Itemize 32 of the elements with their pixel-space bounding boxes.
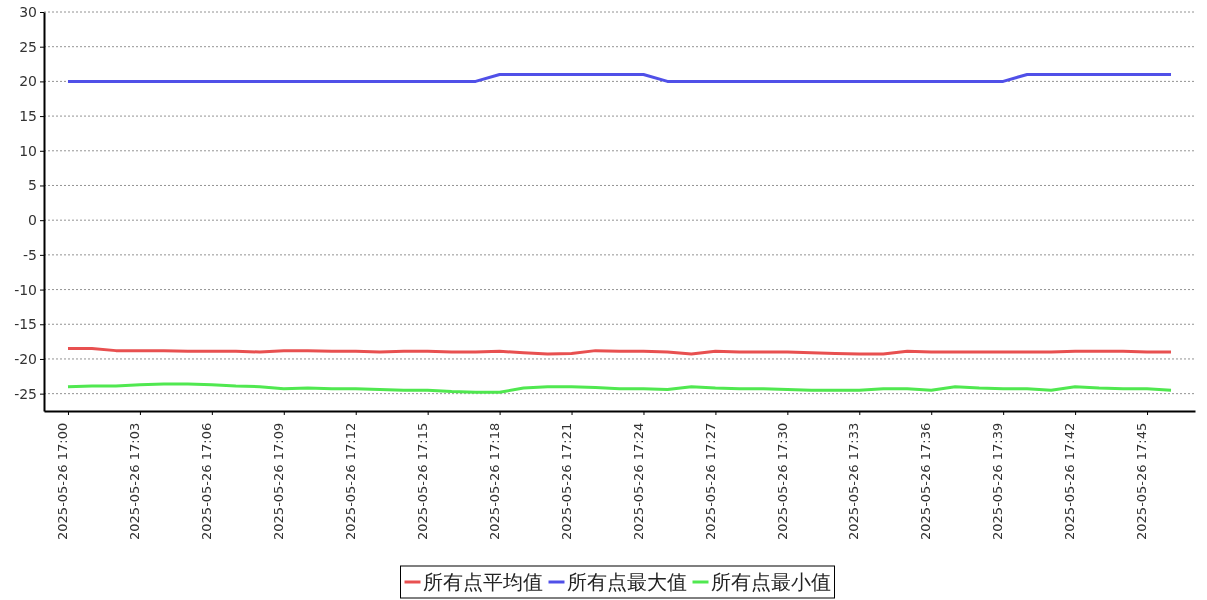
y-tick-label: 30: [19, 3, 37, 20]
x-tick-label: 2025-05-26 17:27: [702, 422, 718, 540]
x-tick-label: 2025-05-26 17:39: [990, 422, 1006, 540]
x-tick-label: 2025-05-26 17:06: [199, 422, 215, 540]
legend-label: 所有点最大值: [566, 570, 687, 594]
x-tick-label: 2025-05-26 17:09: [270, 422, 286, 540]
y-tick-label: -10: [14, 281, 37, 298]
y-tick-label: 20: [19, 73, 37, 90]
y-tick-label: -5: [23, 246, 37, 263]
x-tick-label: 2025-05-26 17:45: [1134, 422, 1150, 540]
legend-label: 所有点最小值: [710, 570, 831, 594]
y-tick-label: 5: [28, 177, 37, 194]
x-tick-label: 2025-05-26 17:03: [127, 422, 143, 540]
x-tick-label: 2025-05-26 17:00: [55, 422, 71, 540]
y-tick-label: -25: [14, 385, 37, 402]
x-tick-label: 2025-05-26 17:15: [414, 422, 430, 540]
x-tick-label: 2025-05-26 17:24: [630, 422, 646, 540]
x-tick-label: 2025-05-26 17:30: [774, 422, 790, 540]
legend-label: 所有点平均值: [422, 570, 543, 594]
y-tick-label: -15: [14, 316, 37, 333]
y-tick-label: 15: [19, 108, 37, 125]
x-tick-label: 2025-05-26 17:21: [558, 422, 574, 540]
x-tick-label: 2025-05-26 17:42: [1062, 422, 1078, 540]
y-tick-label: 0: [28, 212, 37, 229]
y-tick-label: 25: [19, 38, 37, 55]
y-tick-label: 10: [19, 142, 37, 159]
x-tick-label: 2025-05-26 17:18: [486, 422, 502, 540]
y-tick-label: -20: [14, 350, 37, 367]
x-tick-label: 2025-05-26 17:36: [918, 422, 934, 540]
x-tick-label: 2025-05-26 17:12: [342, 422, 358, 540]
line-series: [66, 382, 1173, 394]
x-tick-label: 2025-05-26 17:33: [846, 422, 862, 540]
